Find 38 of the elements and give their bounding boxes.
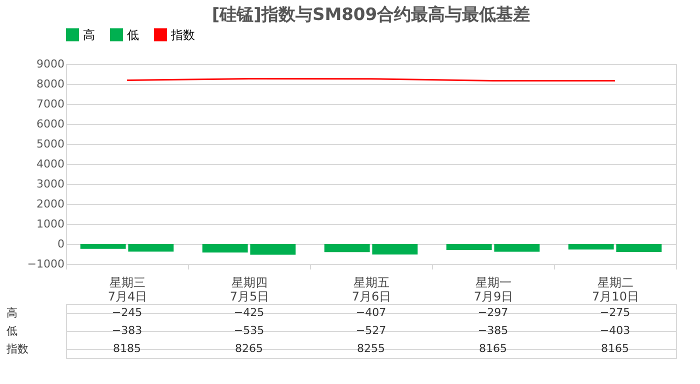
data-label: −403 bbox=[600, 324, 630, 337]
y-tick-label: 0 bbox=[58, 238, 64, 250]
x-tick-label: 星期三 7月4日 bbox=[108, 276, 148, 304]
y-tick-label: 3000 bbox=[36, 178, 64, 190]
legend-label: 低 bbox=[127, 28, 139, 42]
y-tick-label: 6000 bbox=[36, 118, 64, 130]
x-tick-label: 星期四 7月5日 bbox=[230, 276, 270, 304]
data-label: −535 bbox=[234, 324, 264, 337]
x-tick-label: 星期二 7月10日 bbox=[592, 276, 639, 304]
text: 高 bbox=[6, 306, 18, 320]
legend-label: 高 bbox=[83, 28, 95, 42]
data-label: 8165 bbox=[479, 342, 507, 355]
x-tick-label: 星期一 7月9日 bbox=[474, 276, 514, 304]
data-label: −297 bbox=[478, 306, 508, 319]
chart-title: [硅锰]指数与SM809合约最高与最低基差 bbox=[212, 5, 530, 25]
legend-label: 指数 bbox=[170, 28, 195, 42]
text: 低 bbox=[6, 324, 18, 338]
y-tick-label: 4000 bbox=[36, 158, 64, 170]
data-label: 8255 bbox=[357, 342, 385, 355]
data-label: −407 bbox=[356, 306, 386, 319]
data-label: 8185 bbox=[113, 342, 141, 355]
y-tick-label: 5000 bbox=[36, 138, 64, 150]
data-label: −383 bbox=[112, 324, 142, 337]
y-tick-label: 9000 bbox=[36, 58, 64, 70]
y-tick-label: 1000 bbox=[36, 218, 64, 230]
text: 指数 bbox=[6, 342, 28, 356]
data-label: −425 bbox=[234, 306, 264, 319]
data-label: 8265 bbox=[235, 342, 263, 355]
y-tick-label: 2000 bbox=[36, 198, 64, 210]
y-tick-label: −1000 bbox=[27, 258, 64, 270]
y-tick-label: 7000 bbox=[36, 98, 64, 110]
data-label: 8165 bbox=[601, 342, 629, 355]
x-tick-label: 星期五 7月6日 bbox=[352, 276, 392, 304]
data-label: −245 bbox=[112, 306, 142, 319]
data-label: −275 bbox=[600, 306, 630, 319]
data-label: −385 bbox=[478, 324, 508, 337]
y-tick-label: 8000 bbox=[36, 78, 64, 90]
data-label: −527 bbox=[356, 324, 386, 337]
